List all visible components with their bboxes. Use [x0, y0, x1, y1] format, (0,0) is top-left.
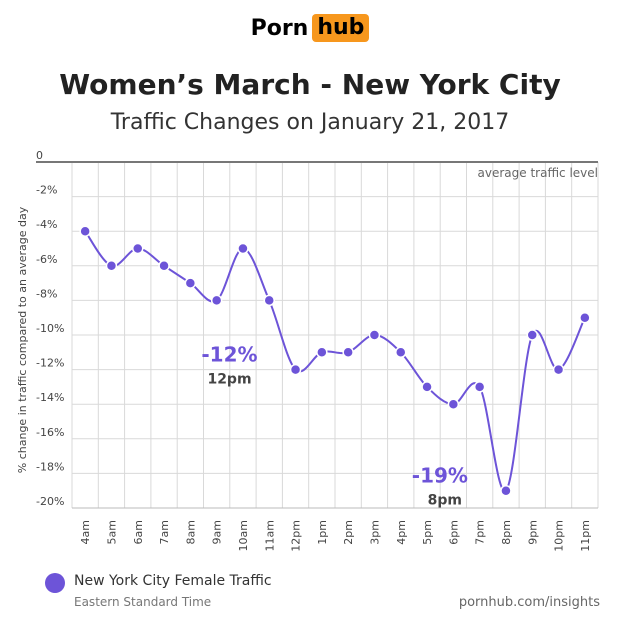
data-point [210, 294, 223, 307]
x-tick-label: 4am [79, 520, 92, 544]
source-link[interactable]: pornhub.com/insights [458, 595, 600, 610]
legend-marker [45, 573, 65, 593]
x-tick-label: 3pm [368, 520, 381, 545]
annotation-value: -19% [412, 464, 468, 488]
data-point [289, 363, 302, 376]
data-point [132, 242, 144, 255]
y-tick-label: -18% [36, 460, 64, 473]
x-tick-label: 6am [132, 520, 145, 544]
legend-timezone: Eastern Standard Time [74, 595, 212, 609]
data-point [579, 311, 591, 324]
reference-label: average traffic level [478, 166, 598, 180]
logo-text-hub: hub [312, 14, 370, 42]
y-tick-label: -12% [36, 357, 64, 370]
logo-text-porn: Porn [250, 15, 309, 41]
data-point [500, 484, 512, 497]
legend-label: New York City Female Traffic [74, 573, 272, 589]
y-tick-label: 0 [36, 149, 43, 162]
y-tick-label: -16% [36, 426, 64, 439]
y-tick-label: -2% [36, 184, 57, 197]
data-point [526, 329, 538, 341]
data-point [79, 225, 91, 237]
data-point [395, 346, 407, 359]
x-tick-label: 8am [184, 520, 197, 544]
x-tick-label: 5am [105, 520, 118, 544]
annotation-time: 8pm [428, 493, 462, 509]
y-tick-label: -20% [36, 495, 64, 508]
x-tick-label: 10pm [553, 520, 566, 552]
x-tick-label: 11am [263, 520, 276, 551]
x-tick-label: 10am [237, 520, 250, 551]
annotation-value: -12% [201, 343, 257, 367]
data-point [473, 381, 486, 393]
x-tick-label: 9pm [526, 520, 539, 545]
data-point [447, 398, 460, 410]
x-tick-label: 4pm [395, 520, 408, 545]
data-point [316, 346, 328, 359]
y-tick-label: -8% [36, 287, 57, 300]
y-tick-label: -10% [36, 322, 64, 335]
x-tick-label: 6pm [447, 520, 460, 545]
x-tick-label: 2pm [342, 520, 355, 545]
x-tick-label: 12pm [290, 520, 303, 552]
data-point [368, 329, 381, 341]
annotation-time: 12pm [207, 372, 251, 388]
chart-title: Women’s March - New York City [59, 68, 561, 101]
x-tick-label: 11pm [579, 520, 592, 552]
data-point [184, 277, 197, 289]
x-tick-label: 8pm [500, 520, 513, 545]
data-point [421, 381, 433, 393]
y-axis-title: % change in traffic compared to an avera… [16, 206, 29, 473]
x-tick-label: 1pm [316, 520, 329, 545]
chart-subtitle: Traffic Changes on January 21, 2017 [110, 110, 510, 135]
pornhub-logo: Porn hub [0, 14, 620, 42]
data-point [158, 260, 170, 272]
data-point [237, 242, 249, 255]
x-tick-label: 9am [211, 520, 224, 544]
x-tick-label: 7pm [474, 520, 487, 545]
data-point [552, 363, 565, 376]
y-tick-label: -14% [36, 391, 64, 404]
data-point [263, 294, 275, 307]
data-point [105, 260, 118, 272]
data-point [342, 346, 354, 359]
x-tick-label: 5pm [421, 520, 434, 545]
y-tick-label: -4% [36, 218, 57, 231]
y-tick-label: -6% [36, 253, 57, 266]
x-tick-label: 7am [158, 520, 171, 544]
